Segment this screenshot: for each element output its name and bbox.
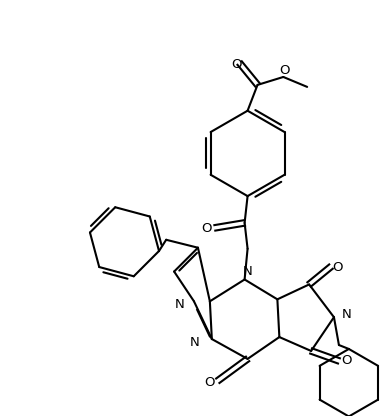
Text: O: O	[205, 376, 215, 389]
Text: O: O	[333, 261, 343, 274]
Text: O: O	[202, 222, 212, 235]
Text: N: N	[243, 265, 253, 278]
Text: O: O	[279, 64, 290, 76]
Text: O: O	[231, 58, 242, 71]
Text: N: N	[190, 336, 200, 349]
Text: N: N	[174, 298, 184, 311]
Text: O: O	[342, 354, 352, 367]
Text: N: N	[342, 308, 352, 321]
